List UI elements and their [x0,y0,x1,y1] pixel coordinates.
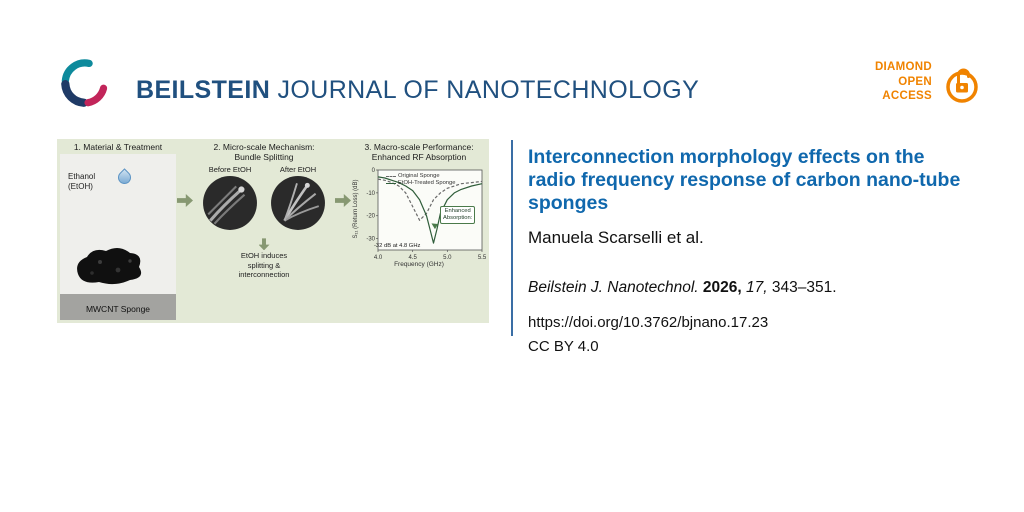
svg-text:5.0: 5.0 [443,255,452,261]
legend-item-original: Original Sponge [386,173,455,179]
panel-arrow-1 [176,142,194,320]
ethanol-label: Ethanol (EtOH) [68,172,95,192]
sem-after-image [271,176,325,231]
mwcnt-sponge-photo: Ethanol (EtOH) MWCNT Sponge [60,154,176,320]
journal-name-rest: JOURNAL OF NANOTECHNOLOGY [277,76,700,104]
article-info: Interconnection morphology effects on th… [528,146,1006,355]
panel-arrow-2 [334,142,352,320]
chart-x-axis-label: Frequency (GHz) [394,261,444,269]
panel2-title: 2. Micro-scale Mechanism: Bundle Splitti… [196,142,332,162]
before-etoh-figure: Before EtOH [199,165,261,236]
panel3-title: 3. Macro-scale Performance: Enhanced RF … [352,142,486,162]
svg-text:-10: -10 [366,191,375,197]
svg-text:-20: -20 [366,214,375,220]
article-title: Interconnection morphology effects on th… [528,146,961,214]
doi-link[interactable]: https://doi.org/10.3762/bjnano.17.23 [528,314,769,331]
annotation-value: -32 dB at 4.8 GHz [374,243,421,250]
open-access-line3: ACCESS [882,90,932,103]
panel-microscale-mechanism: 2. Micro-scale Mechanism: Bundle Splitti… [194,142,334,320]
citation-year: 2026, [702,279,742,296]
citation-pages: 343–351. [771,279,837,296]
legend-label-original: Original Sponge [398,173,440,180]
annotation-line2: Absorption: [443,215,473,222]
open-lock-icon [946,68,978,103]
panel3-title-line1: 3. Macro-scale Performance: [364,142,474,152]
svg-text:4.5: 4.5 [408,255,417,261]
svg-text:5.5: 5.5 [478,255,486,261]
right-arrow-icon [335,194,351,207]
mechanism-caption: EtOH induces splitting & interconnection [196,251,332,279]
journal-name-bold: BEILSTEIN [136,76,271,104]
panel-macroscale-performance: 3. Macro-scale Performance: Enhanced RF … [352,142,487,320]
sponge-image [77,248,142,285]
beilstein-swirl-logo-icon [61,59,108,107]
ethanol-label-line1: Ethanol [68,172,96,182]
down-arrow-icon [258,238,270,251]
citation-volume: 17, [746,279,768,296]
sem-images-row: Before EtOH After EtOH [196,165,332,236]
legend-item-treated: EtOH-Treated Sponge [386,180,455,186]
legend-swatch-original [386,175,396,177]
svg-text:4.0: 4.0 [374,255,383,261]
after-etoh-label: After EtOH [279,165,317,175]
open-access-badge: DIAMOND OPEN ACCESS [875,58,984,106]
annotation-line1: Enhanced [444,208,471,215]
open-access-label: DIAMOND OPEN ACCESS [875,60,932,105]
before-etoh-label: Before EtOH [208,165,252,175]
right-arrow-icon [177,194,193,207]
mechanism-caption-line3: interconnection [238,270,290,280]
panel3-title-line2: Enhanced RF Absorption [371,152,467,163]
panel-material-treatment: 1. Material & Treatment Ethanol (EtOH) M… [60,142,176,320]
mechanism-caption-line1: EtOH induces [240,251,288,261]
journal-name: BEILSTEIN JOURNAL OF NANOTECHNOLOGY [136,76,699,105]
vertical-divider [511,140,513,336]
enhanced-absorption-annotation: Enhanced Absorption: [440,206,476,225]
legend-label-treated: EtOH-Treated Sponge [398,180,456,187]
ethanol-droplet-icon [115,168,134,187]
citation-journal: Beilstein J. Nanotechnol. [528,279,699,296]
open-access-line2: OPEN [898,75,932,88]
after-etoh-figure: After EtOH [267,165,329,236]
sponge-label: MWCNT Sponge [85,304,151,314]
chart-legend: Original Sponge EtOH-Treated Sponge [386,173,455,187]
open-access-line1: DIAMOND [874,60,932,73]
article-authors: Manuela Scarselli et al. [528,228,704,247]
panel2-title-line2: Bundle Splitting [234,152,294,163]
article-citation: Beilstein J. Nanotechnol. 2026, 17, 343–… [528,279,1006,297]
graphical-abstract-figure: 1. Material & Treatment Ethanol (EtOH) M… [57,139,489,323]
svg-text:0: 0 [372,168,376,174]
panel2-title-line1: 2. Micro-scale Mechanism: [213,142,315,152]
ethanol-label-line2: (EtOH) [68,182,93,192]
panel1-title: 1. Material & Treatment [73,142,163,152]
sem-before-image [203,176,257,231]
chart-y-axis-label: S₁₁ (Return Loss) (dB) [353,179,359,239]
svg-text:-30: -30 [366,237,375,243]
license-label: CC BY 4.0 [528,338,599,355]
rf-absorption-chart: S₁₁ (Return Loss) (dB) 4.0 4.5 5.0 5.5 0 -10 -… [352,164,487,294]
mechanism-caption-line2: splitting & [247,260,281,270]
legend-swatch-treated [386,182,396,184]
table-surface [60,294,176,320]
